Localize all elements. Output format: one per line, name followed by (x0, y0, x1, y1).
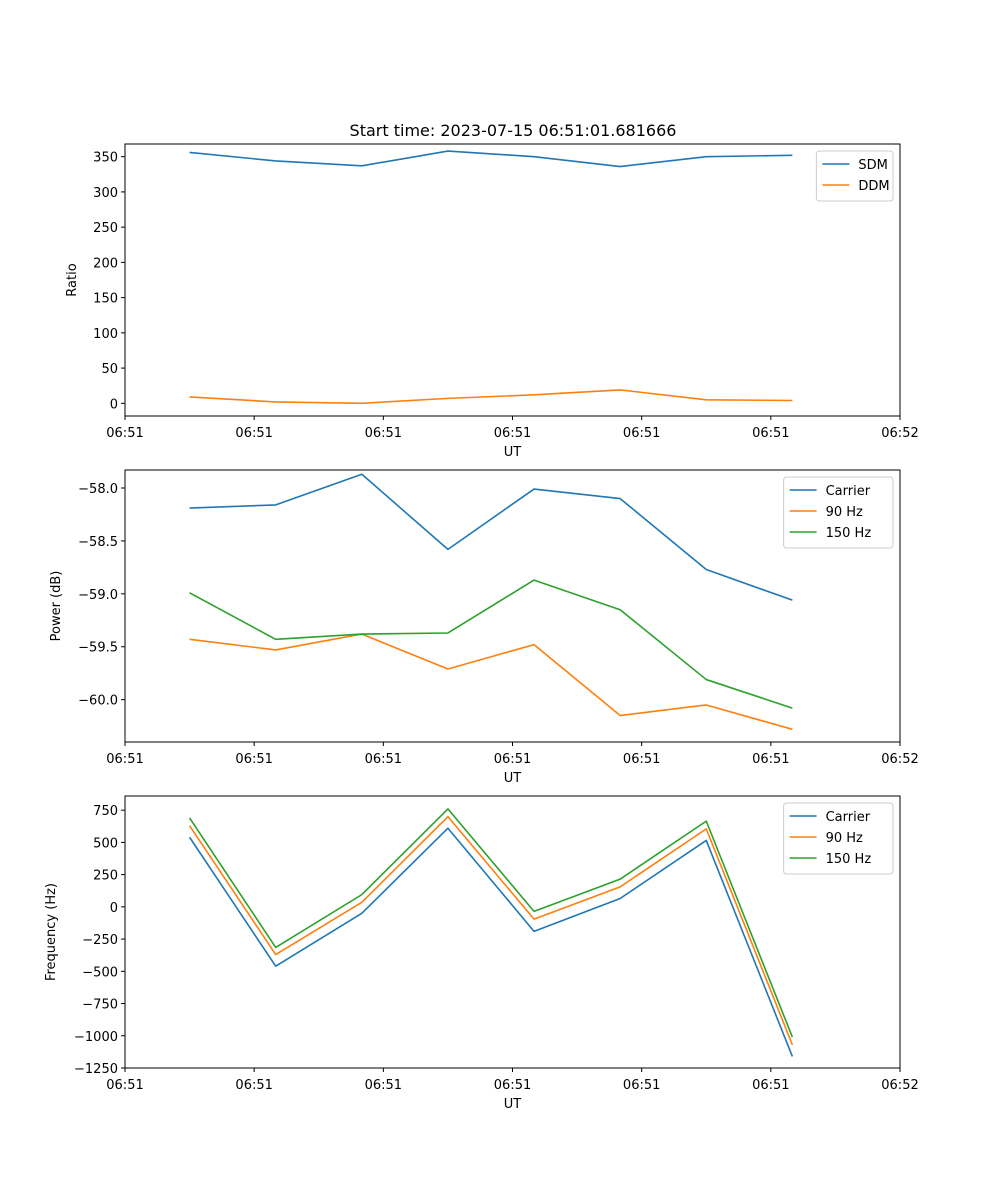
chart-2-x-tick-label-2: 06:51 (365, 752, 402, 767)
chart-1-x-tick-label-4: 06:51 (623, 426, 660, 441)
chart-1-y-tick-label-5: 250 (93, 221, 118, 236)
chart-2-x-tick-label-6: 06:52 (881, 752, 918, 767)
chart-2-x-tick-label-0: 06:51 (106, 752, 143, 767)
chart-1-y-tick-label-2: 100 (93, 327, 118, 342)
chart-1-series-ddm-line (189, 389, 793, 405)
chart-3-series-carrier-line (188, 827, 794, 1057)
chart-2-y-tick-label-2: −59.0 (78, 588, 118, 603)
chart-1-x-axis-label: UT (504, 445, 522, 460)
chart-1-x-tick-label-5: 06:51 (752, 426, 789, 441)
chart-2-series-150-hz-line (189, 579, 793, 709)
figure-title: Start time: 2023-07-15 06:51:01.681666 (350, 121, 677, 140)
chart-2-x-axis-label: UT (504, 771, 522, 786)
chart-3-y-axis-label: Frequency (Hz) (44, 883, 59, 981)
chart-2-legend-box (783, 476, 894, 549)
chart-3-x-axis-label: UT (504, 1097, 522, 1112)
chart-1-x-tick-label-0: 06:51 (106, 426, 143, 441)
chart-2: 06:51 06:51 06:51 06:51 06:51 06:51 06:52 −60.0… (49, 469, 919, 786)
chart-1-y-tick-label-0: 0 (110, 397, 118, 412)
chart-3-y-tick-label-2: −750 (82, 998, 118, 1013)
chart-1-y-tick-label-6: 300 (93, 186, 118, 201)
chart-3-x-tick-label-6: 06:52 (881, 1078, 918, 1093)
chart-2-x-tick-label-1: 06:51 (235, 752, 272, 767)
chart-2-y-tick-label-4: −58.0 (78, 482, 118, 497)
chart-3-y-tick-label-0: −1250 (74, 1062, 118, 1077)
chart-2-legend: Carrier 90 Hz 150 Hz (783, 476, 894, 549)
chart-1-x-tick-label-2: 06:51 (365, 426, 402, 441)
chart-3-x-tick-label-0: 06:51 (106, 1078, 143, 1093)
chart-3-y-tick-label-8: 750 (93, 804, 118, 819)
chart-3-legend: Carrier 90 Hz 150 Hz (783, 802, 894, 875)
chart-3-series-150-hz-line (188, 808, 794, 1038)
chart-3-x-tick-label-2: 06:51 (365, 1078, 402, 1093)
chart-1-x-tick-label-1: 06:51 (235, 426, 272, 441)
chart-2-legend-label-150-hz: 150 Hz (826, 526, 872, 541)
chart-2-y-tick-label-0: −60.0 (78, 694, 118, 709)
chart-1-legend-label-sdm: SDM (858, 158, 887, 173)
chart-2-y-axis-label: Power (dB) (49, 571, 64, 642)
chart-3-y-tick-label-6: 250 (93, 869, 118, 884)
chart-3-x-tick-label-4: 06:51 (623, 1078, 660, 1093)
chart-3: 06:51 06:51 06:51 06:51 06:51 06:51 06:52 −1250… (44, 795, 919, 1112)
chart-1: 06:51 06:51 06:51 06:51 06:51 06:51 06:52 0 50 10… (65, 143, 919, 460)
chart-1-y-tick-label-4: 200 (93, 256, 118, 271)
chart-1-x-tick-label-3: 06:51 (494, 426, 531, 441)
chart-2-x-tick-label-5: 06:51 (752, 752, 789, 767)
chart-3-legend-label-90-hz: 90 Hz (826, 831, 863, 846)
chart-1-legend-label-ddm: DDM (858, 179, 889, 194)
chart-1-x-tick-label-6: 06:52 (881, 426, 918, 441)
chart-3-y-tick-label-5: 0 (110, 901, 118, 916)
chart-2-y-tick-label-3: −58.5 (78, 535, 118, 550)
chart-2-y-tick-label-1: −59.5 (78, 641, 118, 656)
chart-2-legend-label-90-hz: 90 Hz (826, 505, 863, 520)
chart-1-y-tick-label-1: 50 (101, 362, 118, 377)
chart-1-series-sdm-line (189, 150, 793, 168)
chart-1-y-axis-label: Ratio (65, 263, 80, 296)
subplots: 06:51 06:51 06:51 06:51 06:51 06:51 06:52 0 50 10… (44, 143, 919, 1112)
chart-3-y-tick-label-4: −250 (82, 933, 118, 948)
chart-1-legend: SDM DDM (815, 150, 894, 202)
chart-3-y-tick-label-1: −1000 (74, 1030, 118, 1045)
chart-1-y-tick-label-7: 350 (93, 151, 118, 166)
chart-2-legend-label-carrier: Carrier (826, 484, 871, 499)
chart-3-legend-label-carrier: Carrier (826, 810, 871, 825)
chart-2-series-90-hz-line (189, 633, 793, 731)
chart-1-y-tick-label-3: 150 (93, 292, 118, 307)
chart-3-y-tick-label-3: −500 (82, 965, 118, 980)
chart-3-legend-label-150-hz: 150 Hz (826, 852, 872, 867)
chart-3-series-90-hz-line (188, 815, 794, 1046)
chart-2-x-tick-label-4: 06:51 (623, 752, 660, 767)
chart-2-x-tick-label-3: 06:51 (494, 752, 531, 767)
chart-3-legend-box (783, 802, 894, 875)
chart-3-x-tick-label-1: 06:51 (235, 1078, 272, 1093)
chart-3-y-tick-label-7: 500 (93, 836, 118, 851)
chart-3-x-tick-label-3: 06:51 (494, 1078, 531, 1093)
chart-2-series-carrier-line (189, 473, 793, 601)
chart-3-x-tick-label-5: 06:51 (752, 1078, 789, 1093)
